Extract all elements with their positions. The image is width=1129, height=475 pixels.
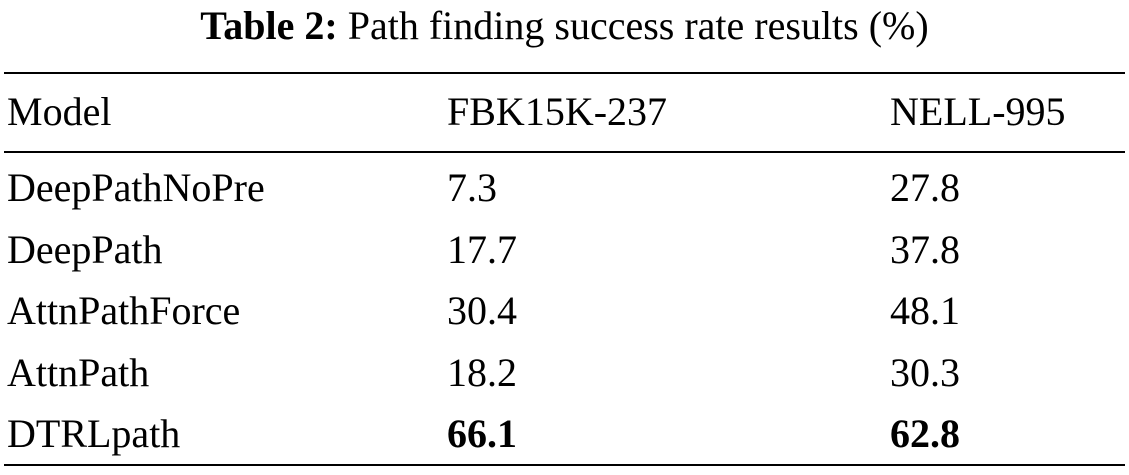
score-cell: 48.1 (890, 288, 960, 333)
header-cell: Model (7, 89, 112, 134)
top-rule (4, 72, 1125, 74)
caption-text: Path finding success rate results (%) (347, 3, 929, 48)
score-cell: 17.7 (447, 226, 517, 272)
score-cell: 27.8 (890, 165, 960, 210)
model-name: AttnPath (7, 349, 150, 395)
model-name: DeepPathNoPre (7, 165, 265, 210)
header-cell: FBK15K-237 (447, 89, 668, 134)
score-cell: 66.1 (447, 411, 517, 456)
header-cell: NELL-995 (890, 89, 1066, 134)
score-cell: 62.8 (890, 411, 960, 456)
score-cell: 37.8 (890, 226, 960, 272)
model-name: DeepPath (7, 226, 163, 272)
score-cell: 30.3 (890, 349, 960, 395)
bottom-rule (4, 464, 1125, 466)
table-caption: Table 2: Path finding success rate result… (0, 0, 1129, 52)
score-cell: 7.3 (447, 165, 497, 210)
caption-label: Table 2: (200, 3, 338, 48)
header-rule (4, 151, 1125, 153)
model-name: AttnPathForce (7, 288, 241, 333)
model-name: DTRLpath (7, 411, 181, 456)
score-cell: 18.2 (447, 349, 517, 395)
score-cell: 30.4 (447, 288, 517, 333)
